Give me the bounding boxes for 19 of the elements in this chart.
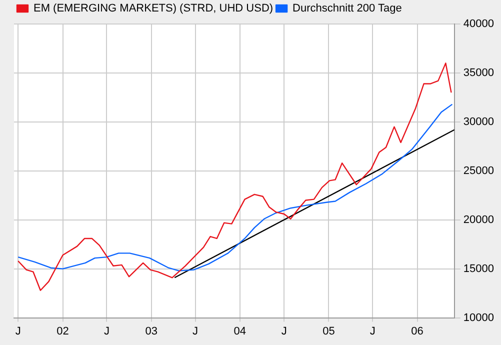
legend-label: EM (EMERGING MARKETS) (STRD, UHD USD)	[34, 2, 274, 15]
x-tick-label: 06	[411, 325, 424, 338]
x-tick-label: J	[104, 325, 110, 338]
y-tick-label: 25000	[463, 164, 494, 177]
y-tick-label: 40000	[463, 18, 494, 30]
y-tick-label: 10000	[463, 312, 494, 324]
x-tick-label: J	[281, 325, 287, 338]
y-tick-label: 35000	[463, 67, 494, 79]
x-tick-label: 03	[145, 325, 158, 338]
y-tick-label: 20000	[463, 214, 494, 226]
x-tick-label: 02	[56, 325, 69, 338]
x-tick-label: J	[370, 325, 376, 338]
y-tick-label: 15000	[463, 262, 494, 275]
x-tick-label: J	[192, 325, 198, 338]
x-tick-label: 05	[322, 325, 335, 338]
x-tick-label: 04	[234, 325, 246, 338]
y-tick-label: 30000	[463, 116, 494, 128]
legend-label: Durchschnitt 200 Tage	[292, 2, 402, 15]
x-tick-label: J	[15, 325, 21, 338]
